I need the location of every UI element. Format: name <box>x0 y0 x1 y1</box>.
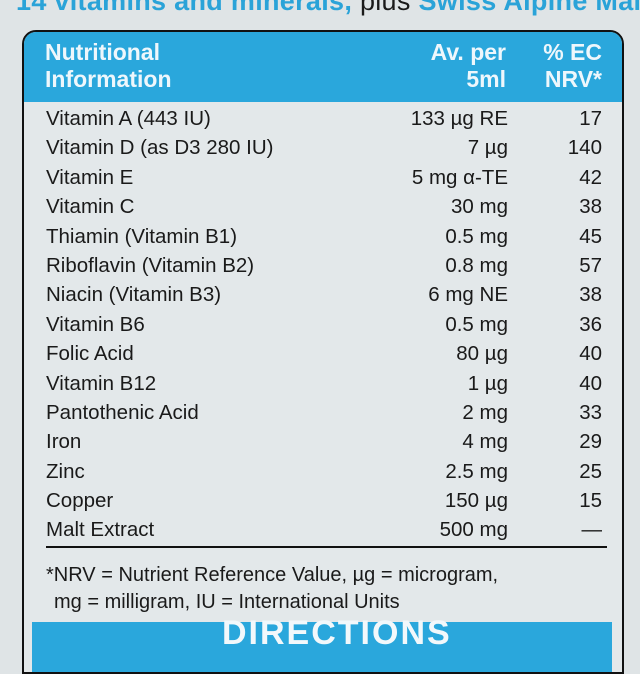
tagline-part3: Swiss Alpine Malt. <box>418 0 640 16</box>
nutrient-name: Riboflavin (Vitamin B2) <box>46 253 255 277</box>
table-row: Thiamin (Vitamin B1) 0.5 mg 45 <box>24 222 622 251</box>
tagline-part2: plus <box>352 0 419 16</box>
nutrient-amount: 5 mg α-TE <box>411 165 508 189</box>
header-amount-line1: Av. per <box>430 39 506 65</box>
footnote-line1: *NRV = Nutrient Reference Value, µg = mi… <box>46 564 499 586</box>
nutrient-nrv: 15 <box>579 489 602 513</box>
nutrient-amount: 4 mg <box>462 430 508 454</box>
nutrient-nrv: — <box>581 518 603 542</box>
header-title-line1: Nutritional <box>45 39 160 65</box>
header-amount: Av. per 5ml <box>431 39 506 93</box>
nutrition-panel: Nutritional Information Av. per 5ml % EC NR… <box>22 30 624 674</box>
nutrient-amount: 6 mg NE <box>428 283 508 307</box>
nutrient-name: Zinc <box>46 459 85 483</box>
nutrient-name: Vitamin B12 <box>46 371 157 395</box>
nutrient-nrv: 36 <box>579 312 602 336</box>
nutrient-amount: 0.5 mg <box>445 312 508 336</box>
nutrient-nrv: 25 <box>579 459 602 483</box>
nutrient-name: Pantothenic Acid <box>46 400 199 424</box>
tagline-part1: 14 vitamins and minerals, <box>16 0 353 16</box>
table-row: Iron 4 mg 29 <box>24 427 622 456</box>
footnote-line2: mg = milligram, IU = International Units <box>54 591 400 613</box>
header-amount-line2: 5ml <box>466 66 506 92</box>
table-row: Niacin (Vitamin B3) 6 mg NE 38 <box>24 280 622 309</box>
nutrient-nrv: 40 <box>579 371 602 395</box>
table-row: Malt Extract 500 mg — <box>24 515 622 544</box>
header-title: Nutritional Information <box>45 39 172 93</box>
nutrient-name: Malt Extract <box>46 518 155 542</box>
table-header: Nutritional Information Av. per 5ml % EC NR… <box>24 32 622 102</box>
nutrient-amount: 500 mg <box>439 518 508 542</box>
nutrient-nrv: 57 <box>579 253 602 277</box>
nutrient-amount: 7 µg <box>467 136 508 160</box>
nutrient-amount: 80 µg <box>456 342 508 366</box>
table-row: Riboflavin (Vitamin B2) 0.8 mg 57 <box>24 251 622 280</box>
nutrient-name: Vitamin A (443 IU) <box>46 107 211 130</box>
table-row: Vitamin C 30 mg 38 <box>24 192 622 221</box>
nutrient-amount: 0.5 mg <box>445 224 508 248</box>
nutrient-nrv: 33 <box>579 400 602 424</box>
nutrient-nrv: 45 <box>579 224 602 248</box>
nutrient-amount: 30 mg <box>451 195 508 219</box>
nutrient-amount: 2 mg <box>462 400 508 424</box>
table-row: Vitamin E 5 mg α-TE 42 <box>24 163 622 192</box>
nutrient-name: Niacin (Vitamin B3) <box>46 283 222 307</box>
table-row: Vitamin A (443 IU) 133 µg RE 17 <box>24 104 622 133</box>
nutrient-nrv: 38 <box>579 283 602 307</box>
header-title-line2: Information <box>45 66 172 92</box>
footnote: *NRV = Nutrient Reference Value, µg = mi… <box>46 562 498 616</box>
nutrient-amount: 133 µg RE <box>410 107 508 130</box>
nutrient-name: Vitamin D (as D3 280 IU) <box>46 136 274 160</box>
nutrient-nrv: 40 <box>579 342 602 366</box>
table-row: Folic Acid 80 µg 40 <box>24 339 622 368</box>
directions-heading: DIRECTIONS <box>222 614 452 652</box>
nutrient-name: Folic Acid <box>46 342 134 366</box>
nutrient-amount: 150 µg <box>444 489 508 513</box>
tagline: 14 vitamins and minerals, plus Swiss Alp… <box>16 0 640 17</box>
nutrient-rows: Vitamin A (443 IU) 133 µg RE 17 Vitamin D (… <box>24 104 622 545</box>
directions-banner: DIRECTIONS <box>32 614 612 672</box>
header-nrv-line1: % EC <box>543 39 602 65</box>
nutrient-name: Copper <box>46 489 114 513</box>
nutrient-name: Vitamin B6 <box>46 312 145 336</box>
nutrient-nrv: 42 <box>579 165 602 189</box>
table-row: Copper 150 µg 15 <box>24 486 622 515</box>
nutrient-name: Iron <box>46 430 82 454</box>
nutrient-nrv: 17 <box>579 107 602 130</box>
header-nrv-line2: NRV* <box>544 66 602 92</box>
table-row: Pantothenic Acid 2 mg 33 <box>24 398 622 427</box>
nutrient-name: Thiamin (Vitamin B1) <box>46 224 238 248</box>
table-row: Vitamin B6 0.5 mg 36 <box>24 310 622 339</box>
nutrient-nrv: 29 <box>579 430 602 454</box>
header-nrv: % EC NRV* <box>543 39 602 93</box>
table-row: Zinc 2.5 mg 25 <box>24 457 622 486</box>
nutrient-nrv: 38 <box>579 195 602 219</box>
nutrient-nrv: 140 <box>567 136 602 160</box>
nutrient-name: Vitamin E <box>46 165 134 189</box>
table-row: Vitamin D (as D3 280 IU) 7 µg 140 <box>24 133 622 162</box>
divider <box>46 546 607 548</box>
nutrient-amount: 0.8 mg <box>445 253 508 277</box>
nutrient-name: Vitamin C <box>46 195 135 219</box>
nutrient-amount: 2.5 mg <box>445 459 508 483</box>
table-row: Vitamin B12 1 µg 40 <box>24 369 622 398</box>
nutrient-amount: 1 µg <box>467 371 508 395</box>
